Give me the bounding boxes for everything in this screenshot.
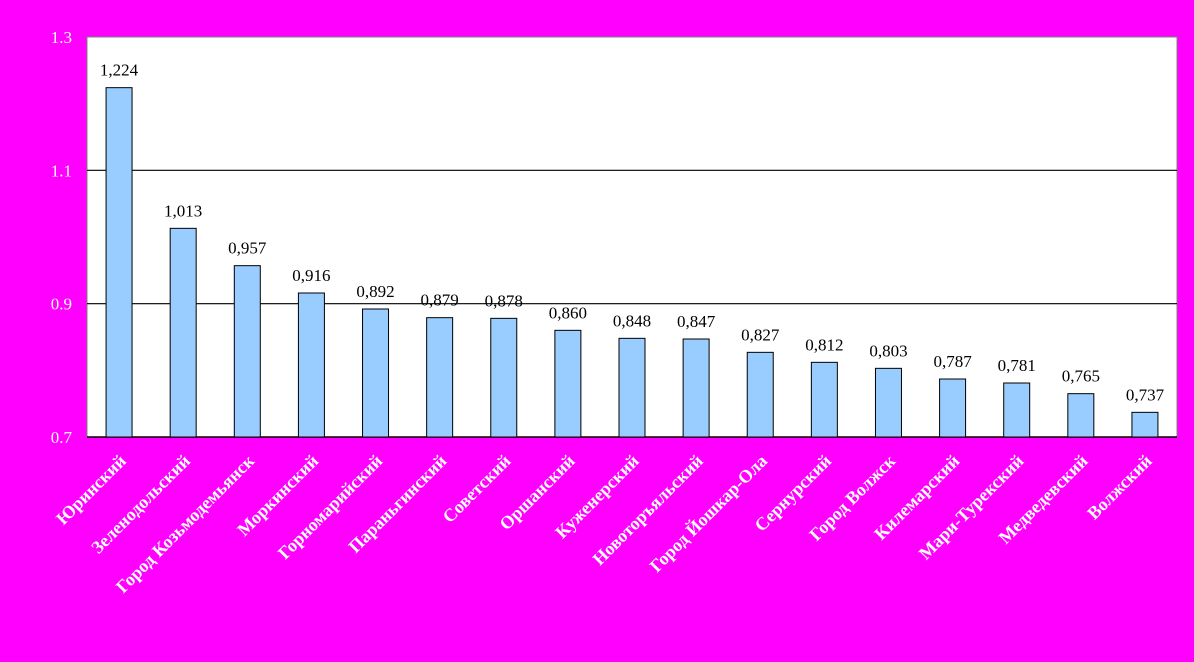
bar	[297, 292, 325, 438]
bar	[810, 361, 838, 438]
data-label: 0,737	[1126, 385, 1165, 404]
x-category-label: Город Йошкар-Ола	[645, 450, 771, 576]
data-label: 0,916	[292, 266, 330, 285]
x-category-label: Новоторъяльский	[589, 451, 707, 569]
bar	[233, 265, 261, 438]
data-label: 0,957	[228, 239, 267, 258]
x-category-label: Волжский	[1083, 451, 1156, 524]
data-label: 0,860	[549, 303, 587, 322]
bar	[682, 338, 710, 438]
bar	[426, 317, 454, 438]
bar	[554, 329, 582, 438]
data-label: 0,847	[677, 312, 716, 331]
data-labels: 1,224 1,013 0,957 0,916 0,892 0,879 0,878 0,860…	[100, 61, 1165, 405]
bar	[105, 87, 133, 438]
data-label: 0,787	[933, 352, 972, 371]
bar	[874, 367, 902, 438]
y-axis-ticks: 0.7 0.9 1.1 1.3	[51, 28, 73, 447]
data-label: 0,879	[421, 291, 459, 310]
bar	[1131, 411, 1159, 438]
data-label: 1,013	[164, 201, 202, 220]
bar	[362, 308, 390, 438]
data-label: 0,878	[485, 291, 523, 310]
data-label: 0,781	[998, 356, 1036, 375]
data-label: 0,812	[805, 335, 843, 354]
y-tick-label: 0.9	[51, 295, 72, 314]
bars	[105, 87, 1159, 438]
y-tick-label: 1.1	[51, 161, 72, 180]
y-tick-label: 1.3	[51, 28, 72, 47]
bar	[1003, 382, 1031, 438]
data-label: 1,224	[100, 61, 139, 80]
data-label: 0,848	[613, 311, 651, 330]
data-label: 0,827	[741, 325, 780, 344]
bar	[1067, 393, 1095, 438]
bar	[169, 227, 197, 438]
bar	[490, 317, 518, 438]
y-tick-label: 0.7	[51, 428, 73, 447]
data-label: 0,892	[356, 282, 394, 301]
data-label: 0,765	[1062, 367, 1100, 386]
bar	[618, 337, 646, 438]
bar	[939, 378, 967, 438]
data-label: 0,803	[869, 341, 907, 360]
bar	[746, 351, 774, 438]
